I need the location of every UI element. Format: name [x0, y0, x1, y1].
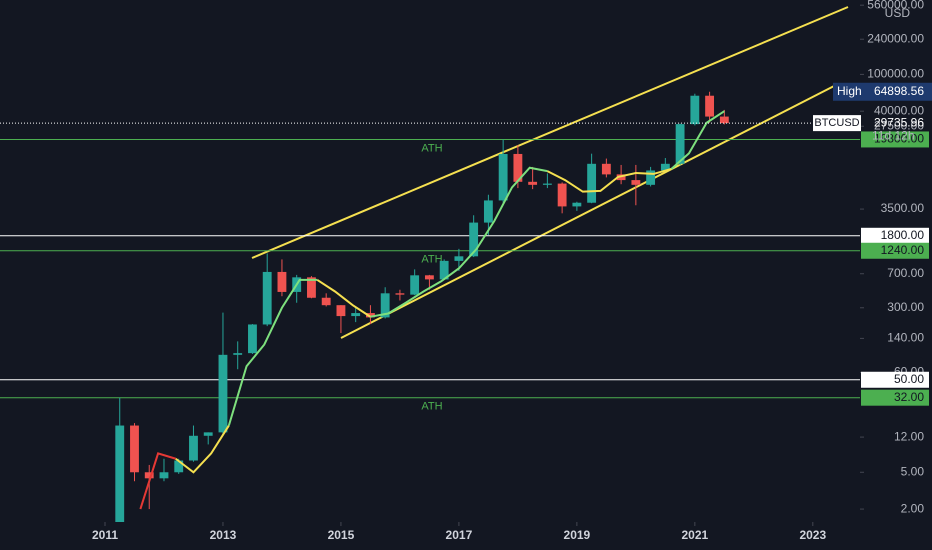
level-label: 1800.00	[881, 228, 925, 242]
plot-area: ATH ATH ATH	[0, 6, 860, 522]
y-tick-label: 300.00	[887, 300, 924, 314]
x-tick-label: 2017	[446, 528, 473, 542]
level-label: 50.00	[894, 372, 924, 386]
y-tick-label: 2.00	[901, 501, 925, 515]
level-box	[861, 389, 929, 406]
candle-body	[174, 460, 184, 473]
candle-body	[159, 472, 169, 479]
candle-body	[144, 472, 154, 479]
moving-average	[546, 167, 672, 193]
last-price-label: 29735.96	[874, 115, 924, 129]
candle-body	[557, 183, 567, 207]
x-tick-label: 2023	[799, 528, 826, 542]
candle-body	[410, 275, 420, 295]
x-tick-label: 2011	[92, 528, 118, 542]
high-name: High	[837, 84, 862, 98]
last-price-name: BTCUSD	[814, 117, 859, 129]
y-tick-label: 100000.00	[867, 67, 924, 81]
level-label: 32.00	[894, 390, 924, 404]
y-tick-label: 3500.00	[881, 201, 925, 215]
candle-body	[395, 293, 405, 295]
channel-upper	[251, 6, 849, 259]
level-annotation: ATH	[421, 142, 442, 154]
x-tick-label: 2013	[210, 528, 237, 542]
candle-body	[336, 305, 346, 317]
price-axis: 560000.00 240000.00 100000.00 40000.0027500…	[860, 0, 929, 515]
candle-body	[380, 293, 390, 318]
y-tick-label: 140.00	[887, 331, 924, 345]
y-tick-label: 240000.00	[867, 31, 924, 45]
candle-body	[690, 95, 700, 125]
y-tick-label: 40000.00	[874, 103, 924, 117]
candle-body	[631, 180, 641, 185]
candle-body	[469, 222, 479, 257]
y-tick-label: 700.00	[887, 266, 924, 280]
candle-body	[705, 95, 715, 117]
candle-body	[660, 163, 670, 171]
candle-body	[366, 313, 375, 318]
candle-body	[483, 200, 493, 223]
candle-body	[189, 435, 198, 461]
y-unit: USD	[885, 6, 911, 20]
moving-average	[139, 452, 177, 510]
moving-average	[227, 278, 318, 426]
x-tick-label: 2019	[564, 528, 591, 542]
candle-body	[646, 170, 656, 185]
candle-body	[351, 313, 361, 317]
last-price-name-box	[813, 115, 861, 132]
candle-body	[675, 124, 685, 164]
channel-lower	[340, 83, 839, 339]
moving-average	[175, 425, 230, 474]
y-tick-label: 560000.00	[867, 0, 924, 11]
candle-body	[218, 354, 228, 433]
high-label: 64898.56	[874, 84, 924, 98]
candle-body	[262, 271, 272, 325]
candle-body	[572, 202, 582, 207]
candle-body	[601, 163, 611, 175]
level-annotation: ATH	[421, 254, 442, 266]
level-box	[861, 227, 929, 244]
high-box	[833, 82, 932, 101]
candle-body	[248, 324, 257, 354]
candle-body	[233, 353, 243, 355]
candle-body	[542, 183, 552, 185]
level-annotation: ATH	[421, 401, 442, 413]
countdown: 11d 12h	[872, 128, 915, 142]
candle-body	[130, 425, 139, 473]
moving-average	[670, 110, 725, 170]
level-box	[861, 371, 929, 388]
candle-body	[587, 163, 597, 203]
candle-body	[498, 153, 508, 201]
candle-body	[439, 260, 449, 280]
candle-body	[277, 271, 287, 292]
candle-body	[203, 432, 213, 436]
y-tick-label: 5.00	[901, 464, 925, 478]
candle-body	[321, 297, 331, 306]
candle-body	[719, 116, 729, 124]
moving-average	[316, 279, 371, 318]
x-tick-label: 2021	[681, 528, 708, 542]
candle-body	[528, 181, 538, 185]
y-tick-label: 27500.00	[874, 118, 924, 132]
candle-body	[307, 277, 316, 298]
y-tick-label: 12.00	[894, 429, 924, 443]
level-box	[861, 131, 929, 148]
level-label: 19800.00	[874, 132, 924, 146]
x-tick-label: 2015	[328, 528, 355, 542]
moving-average	[370, 166, 548, 318]
candle-body	[454, 256, 464, 261]
candle-body	[115, 425, 125, 522]
candle-body	[513, 153, 523, 182]
level-box	[861, 242, 929, 259]
level-label: 1240.00	[881, 243, 925, 257]
candle-body	[424, 275, 434, 280]
